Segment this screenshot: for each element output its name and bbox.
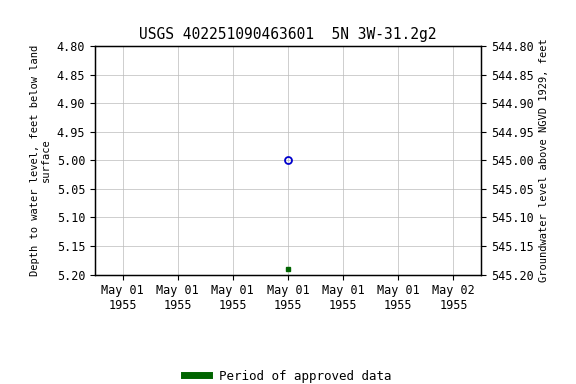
Y-axis label: Groundwater level above NGVD 1929, feet: Groundwater level above NGVD 1929, feet bbox=[539, 38, 549, 282]
Title: USGS 402251090463601  5N 3W-31.2g2: USGS 402251090463601 5N 3W-31.2g2 bbox=[139, 27, 437, 42]
Y-axis label: Depth to water level, feet below land
surface: Depth to water level, feet below land su… bbox=[29, 45, 51, 276]
Legend: Period of approved data: Period of approved data bbox=[184, 369, 392, 382]
